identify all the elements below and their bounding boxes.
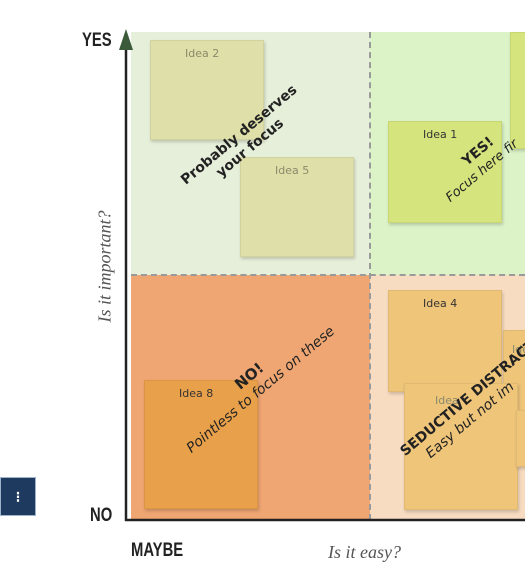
side-panel-button-icon: ⁝ [15,488,21,506]
x-axis-left-label: MAYBE [131,540,184,561]
y-axis-bottom-label: NO [90,505,113,526]
idea-note-label: Idea 2 [185,47,220,60]
idea-note-label: Idea [512,343,525,356]
idea-note-edge-right[interactable] [516,410,525,467]
idea-note-extra-top[interactable] [510,32,525,149]
idea-note-5[interactable]: Idea 5 [240,157,354,257]
idea-note-label: Idea 4 [423,297,458,310]
idea-note-bottom-right[interactable]: Idea [404,383,518,510]
y-axis-arrow-icon [119,29,133,50]
side-panel-button[interactable]: ⁝ [0,477,36,516]
idea-note-1[interactable]: Idea 1 [388,121,502,223]
x-axis-title: Is it easy? [328,542,401,562]
vertical-divider [369,32,371,520]
idea-note-label: Idea [435,394,459,407]
horizontal-divider [131,274,525,276]
idea-note-label: Idea 5 [275,164,310,177]
idea-note-8[interactable]: Idea 8 [144,380,258,509]
idea-note-4[interactable]: Idea 4 [388,290,502,392]
idea-note-2[interactable]: Idea 2 [150,40,264,140]
y-axis-title: Is it important? [94,210,115,323]
idea-note-label: Idea 1 [423,128,458,141]
idea-note-label: Idea 8 [179,387,214,400]
y-axis-top-label: YES [82,30,112,51]
